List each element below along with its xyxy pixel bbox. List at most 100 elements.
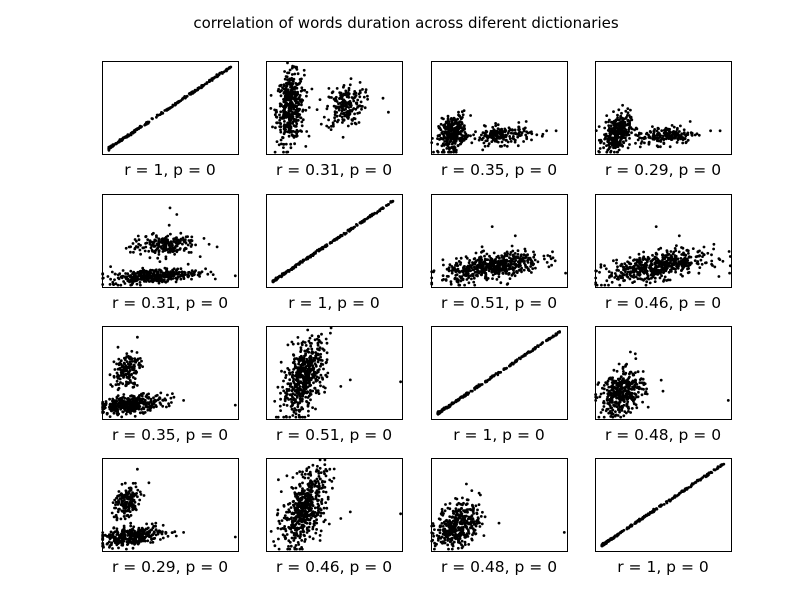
scatter-point [297, 362, 300, 366]
scatter-point [653, 268, 657, 272]
scatter-point [457, 283, 461, 287]
scatter-point [294, 415, 298, 419]
scatter-point [324, 337, 328, 341]
scatter-point [293, 357, 297, 361]
scatter-point [275, 140, 279, 144]
scatter-point [291, 110, 294, 114]
scatter-point [304, 108, 308, 112]
scatter-point [613, 150, 616, 154]
scatter-point [194, 243, 198, 247]
scatter-point [298, 94, 302, 97]
scatter-point [539, 343, 542, 346]
scatter-point [631, 266, 634, 270]
scatter-point [190, 235, 194, 239]
scatter-point [172, 240, 176, 243]
scatter-point [217, 73, 221, 76]
scatter-point [701, 255, 704, 258]
scatter-point [178, 239, 182, 242]
scatter-point [120, 365, 124, 369]
scatter-point [621, 103, 624, 107]
scatter-point [355, 223, 359, 227]
scatter-point [130, 357, 134, 361]
scatter-point [322, 349, 326, 352]
scatter-point [513, 234, 517, 238]
scatter-point [355, 102, 359, 106]
scatter-point [131, 397, 135, 401]
scatter-point [668, 278, 672, 282]
scatter-point [278, 113, 281, 117]
scatter-point [551, 250, 554, 254]
scatter-point [298, 113, 302, 116]
scatter-point [297, 101, 300, 105]
scatter-point [101, 277, 105, 280]
scatter-point [682, 131, 686, 135]
scatter-point [534, 347, 537, 350]
scatter-point [325, 341, 329, 345]
scatter-point [606, 129, 610, 132]
scatter-point [306, 362, 310, 365]
scatter-point [353, 112, 356, 116]
scatter-point [634, 141, 637, 145]
scatter-point [293, 265, 296, 269]
scatter-point [317, 392, 321, 395]
scatter-point [507, 272, 511, 275]
scatter-point [298, 415, 301, 419]
scatter-point [159, 268, 162, 272]
scatter-point [624, 109, 628, 113]
scatter-point [184, 95, 188, 99]
scatter-point [467, 391, 470, 395]
scatter-point [683, 257, 686, 260]
scatter-point [299, 99, 302, 103]
scatter-point [530, 130, 533, 134]
scatter-point [651, 274, 655, 278]
scatter-point [129, 274, 133, 277]
scatter-point [603, 133, 606, 137]
scatter-point [356, 111, 360, 115]
scatter-point [296, 392, 299, 395]
scatter-point [289, 382, 293, 385]
scatter-point [127, 134, 131, 138]
scatter-point [366, 94, 369, 98]
scatter-point [368, 214, 372, 218]
scatter-point [289, 102, 293, 106]
scatter-point [532, 255, 536, 259]
scatter-point [179, 267, 183, 271]
scatter-point [508, 277, 512, 280]
scatter-panel: r = 1, p = 0 [266, 194, 403, 312]
scatter-point [495, 133, 499, 137]
scatter-point [284, 114, 287, 118]
scatter-point [298, 81, 301, 85]
scatter-point [717, 275, 721, 278]
scatter-point [174, 272, 177, 276]
scatter-point [517, 125, 521, 129]
scatter-point [347, 86, 351, 90]
scatter-point [318, 98, 322, 101]
scatter-point [487, 142, 491, 146]
scatter-point [451, 127, 455, 131]
scatter-point [274, 278, 277, 282]
scatter-point [670, 254, 673, 258]
scatter-point [347, 92, 351, 95]
scatter-point [385, 204, 389, 207]
scatter-point [300, 124, 304, 128]
scatter-point [197, 273, 201, 277]
scatter-point [513, 252, 517, 255]
scatter-point [276, 121, 279, 125]
scatter-point [279, 122, 283, 126]
scatter-point [459, 263, 462, 266]
scatter-point [303, 354, 306, 358]
scatter-point [378, 208, 382, 212]
scatter-point [628, 121, 631, 125]
scatter-point [472, 280, 476, 284]
scatter-point [509, 131, 513, 135]
scatter-point [204, 267, 208, 271]
scatter-point [292, 409, 296, 413]
scatter-point [129, 283, 133, 287]
scatter-point [679, 257, 683, 260]
scatter-point [356, 106, 359, 109]
scatter-point [654, 225, 658, 229]
scatter-point [626, 107, 630, 110]
scatter-point [339, 385, 343, 388]
scatter-point [186, 243, 190, 247]
scatter-point [102, 410, 105, 414]
